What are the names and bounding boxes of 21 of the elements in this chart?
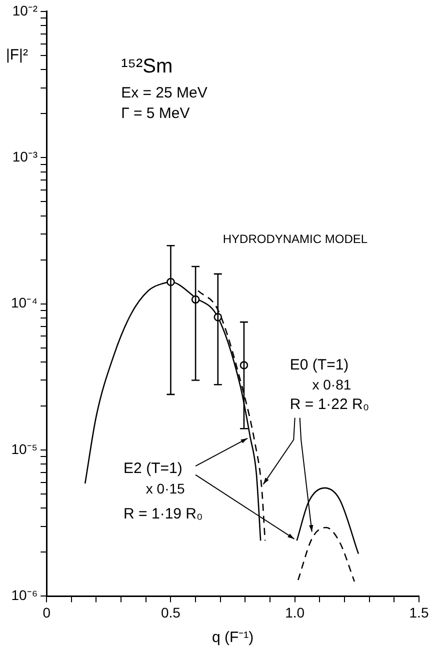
y-tick-label: 10⁻⁴ [10,294,38,311]
annotation: E2 (T=1) [124,460,182,478]
x-tick-label: 0 [42,604,51,620]
annotation: x 0·15 [146,480,186,496]
y-axis-title: |F|² [6,46,28,64]
x-tick-label: 1.0 [285,604,305,620]
annotation: x 0·81 [312,376,352,393]
annotation: HYDRODYNAMIC MODEL [222,232,368,246]
annotation: R = 1·22 R₀ [290,396,370,413]
annotation: R = 1·19 R₀ [124,505,203,522]
x-tick-label: 1.5 [409,604,429,620]
annotation: Γ = 5 MeV [121,104,190,122]
y-tick-label: 10⁻² [12,2,38,18]
annotation: E0 (T=1) [290,356,349,374]
annotation: Ex = 25 MeV [121,84,208,102]
x-axis-title: q (F⁻¹) [212,629,254,646]
y-tick-label: 10⁻⁶ [11,587,38,604]
y-tick-label: 10⁻³ [12,148,38,164]
y-tick-label: 10⁻⁵ [11,440,38,457]
annotation: ¹⁵²Sm [121,55,173,78]
x-tick-label: 0.5 [160,604,181,620]
